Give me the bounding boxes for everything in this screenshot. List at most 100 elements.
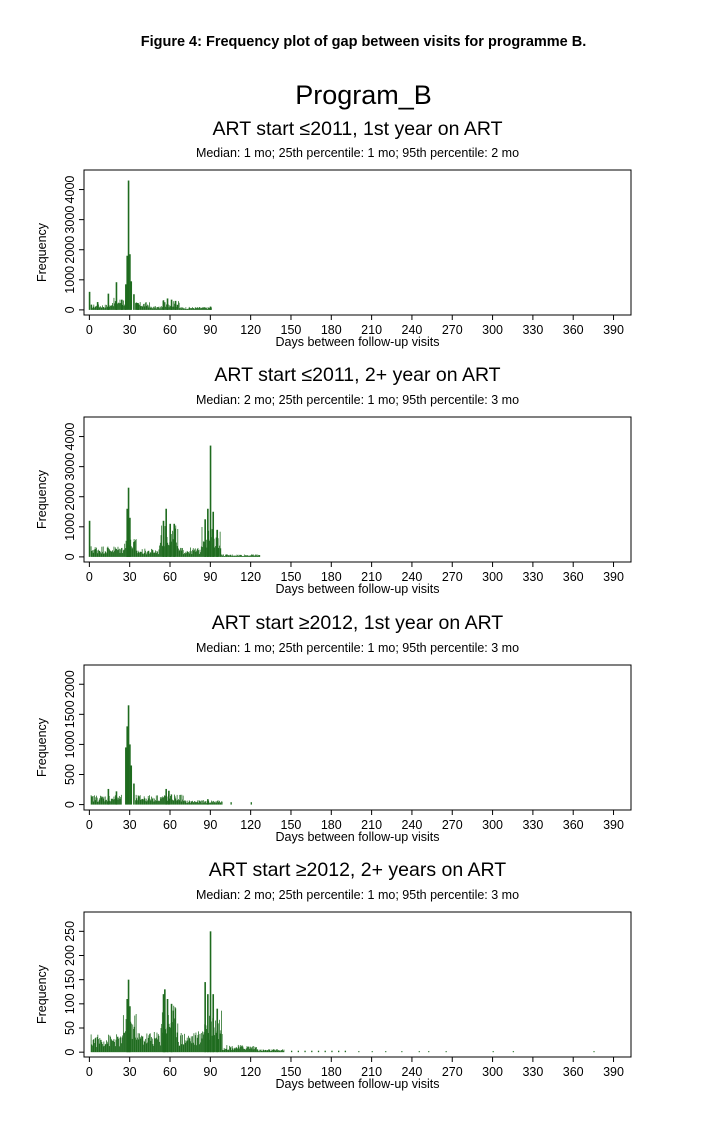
bar bbox=[192, 308, 194, 310]
x-tick-label: 210 bbox=[361, 570, 382, 584]
bar bbox=[155, 306, 156, 310]
bar bbox=[136, 302, 138, 310]
bar bbox=[182, 550, 184, 557]
bar bbox=[116, 1034, 118, 1053]
bar bbox=[186, 803, 187, 805]
bar bbox=[198, 802, 200, 805]
bar bbox=[217, 1039, 219, 1053]
bar bbox=[241, 555, 243, 557]
bar bbox=[143, 799, 144, 805]
panel-2: ART start ≤2011, 2+ year on ART Median: 2… bbox=[35, 364, 632, 596]
bar bbox=[194, 1035, 196, 1053]
bar bbox=[167, 542, 169, 557]
bar bbox=[172, 539, 174, 557]
panel-title: ART start ≥2012, 2+ years on ART bbox=[209, 859, 506, 881]
x-tick-label: 270 bbox=[442, 818, 463, 832]
x-tick-label: 120 bbox=[240, 323, 261, 337]
bar bbox=[207, 994, 209, 1053]
bar bbox=[175, 1008, 177, 1053]
bar bbox=[249, 1048, 251, 1053]
bar bbox=[186, 1041, 187, 1053]
bar bbox=[276, 1049, 278, 1053]
bar bbox=[213, 802, 215, 805]
bar bbox=[191, 1043, 193, 1053]
bar bbox=[127, 979, 130, 1053]
bar bbox=[124, 1031, 126, 1053]
bar bbox=[97, 801, 99, 805]
bar bbox=[105, 307, 107, 310]
bar bbox=[213, 538, 215, 557]
bar bbox=[100, 795, 101, 805]
bar bbox=[258, 1050, 259, 1053]
bar bbox=[158, 549, 160, 557]
bar bbox=[146, 552, 148, 557]
x-tick-label: 210 bbox=[361, 818, 382, 832]
bar bbox=[138, 796, 140, 805]
bar bbox=[102, 305, 103, 310]
bar bbox=[251, 1047, 253, 1053]
bar bbox=[190, 1041, 191, 1053]
bar bbox=[137, 795, 139, 805]
bar bbox=[139, 304, 140, 310]
bar bbox=[161, 1023, 163, 1053]
bar bbox=[114, 1046, 116, 1053]
bar bbox=[209, 802, 211, 805]
bar bbox=[163, 302, 165, 310]
bar bbox=[213, 800, 214, 805]
bar bbox=[106, 801, 108, 805]
bar bbox=[151, 307, 152, 310]
bar bbox=[194, 1044, 195, 1053]
bar bbox=[185, 551, 187, 557]
bar bbox=[104, 1045, 105, 1053]
bar bbox=[112, 306, 114, 310]
bar bbox=[145, 550, 146, 557]
bar bbox=[174, 796, 176, 805]
bar bbox=[192, 802, 194, 805]
bar bbox=[184, 552, 185, 557]
bar bbox=[182, 795, 184, 805]
bar bbox=[176, 542, 177, 557]
bar bbox=[130, 765, 133, 805]
bar bbox=[102, 546, 104, 557]
bar bbox=[153, 801, 154, 805]
y-tick-label: 250 bbox=[63, 921, 77, 942]
bar bbox=[188, 306, 190, 310]
bar bbox=[176, 304, 178, 310]
bar bbox=[178, 550, 180, 557]
bar bbox=[129, 254, 131, 310]
bar bbox=[274, 1050, 276, 1053]
bar bbox=[188, 553, 190, 557]
bar bbox=[172, 1022, 173, 1053]
x-tick-label: 60 bbox=[163, 818, 177, 832]
bar bbox=[225, 1048, 227, 1053]
y-tick-label: 0 bbox=[63, 306, 77, 313]
bar bbox=[269, 1049, 271, 1053]
bar bbox=[144, 548, 146, 557]
bar bbox=[198, 307, 200, 310]
bar bbox=[227, 554, 229, 557]
bar bbox=[114, 550, 116, 557]
bar bbox=[186, 1037, 188, 1053]
bar bbox=[214, 801, 216, 805]
bar bbox=[230, 555, 232, 557]
bar bbox=[155, 553, 157, 557]
bar bbox=[223, 554, 224, 557]
bar bbox=[206, 803, 208, 805]
bar bbox=[338, 1050, 340, 1053]
bar bbox=[130, 539, 132, 557]
bar bbox=[120, 797, 122, 805]
bar bbox=[172, 306, 174, 310]
bar bbox=[202, 307, 204, 310]
bar bbox=[179, 308, 181, 310]
y-tick-label: 1000 bbox=[63, 513, 77, 541]
bar bbox=[247, 556, 249, 557]
bar bbox=[126, 726, 129, 805]
bar bbox=[221, 554, 222, 557]
bar bbox=[161, 306, 163, 310]
bar bbox=[141, 306, 143, 310]
bar bbox=[267, 1050, 269, 1053]
bar bbox=[276, 1049, 277, 1053]
y-tick-label: 1500 bbox=[63, 700, 77, 728]
bar bbox=[172, 800, 174, 805]
bar bbox=[241, 555, 243, 557]
